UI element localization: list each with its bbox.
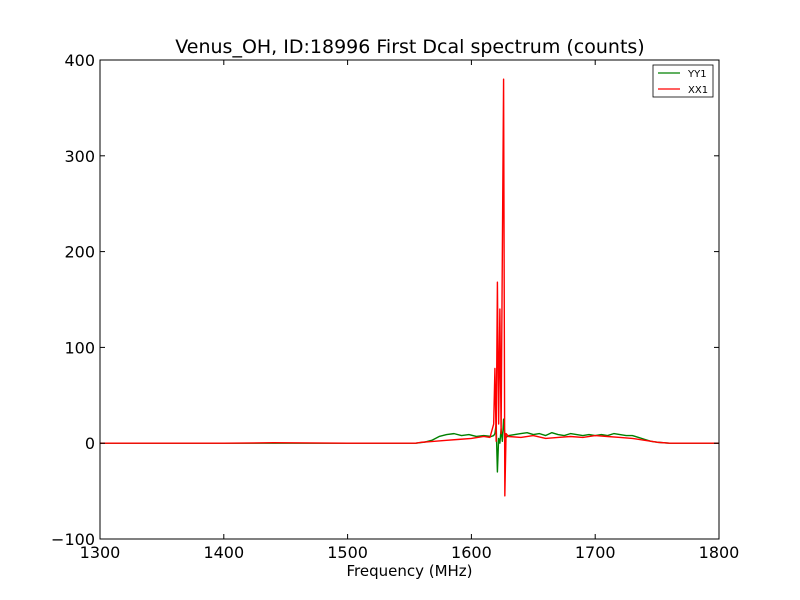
axes-frame — [99, 59, 720, 540]
x-axis-label: Frequency (MHz) — [346, 562, 472, 580]
legend-label-yy1: YY1 — [687, 69, 707, 80]
x-tick-label: 1800 — [699, 543, 740, 562]
y-tick-label: 0 — [85, 434, 95, 453]
legend-label-xx1: XX1 — [688, 85, 708, 96]
series-line-xx1 — [100, 78, 719, 497]
y-tick-label: 200 — [64, 243, 95, 262]
plot-area — [100, 60, 719, 539]
x-tick-label: 1700 — [575, 543, 616, 562]
series-line-yy1 — [100, 418, 719, 473]
y-tick-label: −100 — [51, 530, 95, 549]
legend: YY1 XX1 — [652, 64, 714, 98]
legend-box — [652, 64, 714, 98]
x-tick-label: 1300 — [80, 543, 121, 562]
chart-title: Venus_OH, ID:18996 First Dcal spectrum (… — [175, 36, 644, 58]
x-tick-label: 1400 — [203, 543, 244, 562]
x-tick-label: 1600 — [451, 543, 492, 562]
y-tick-label: 300 — [64, 147, 95, 166]
x-tick-labels: 1300 1400 1500 1600 1700 1800 — [80, 543, 740, 562]
y-tick-labels: −100 0 100 200 300 400 — [51, 51, 95, 549]
y-tick-label: 400 — [64, 51, 95, 70]
series-layer — [100, 78, 719, 497]
y-tick-label: 100 — [64, 338, 95, 357]
x-tick-label: 1500 — [327, 543, 368, 562]
ticks-layer — [99, 59, 720, 540]
